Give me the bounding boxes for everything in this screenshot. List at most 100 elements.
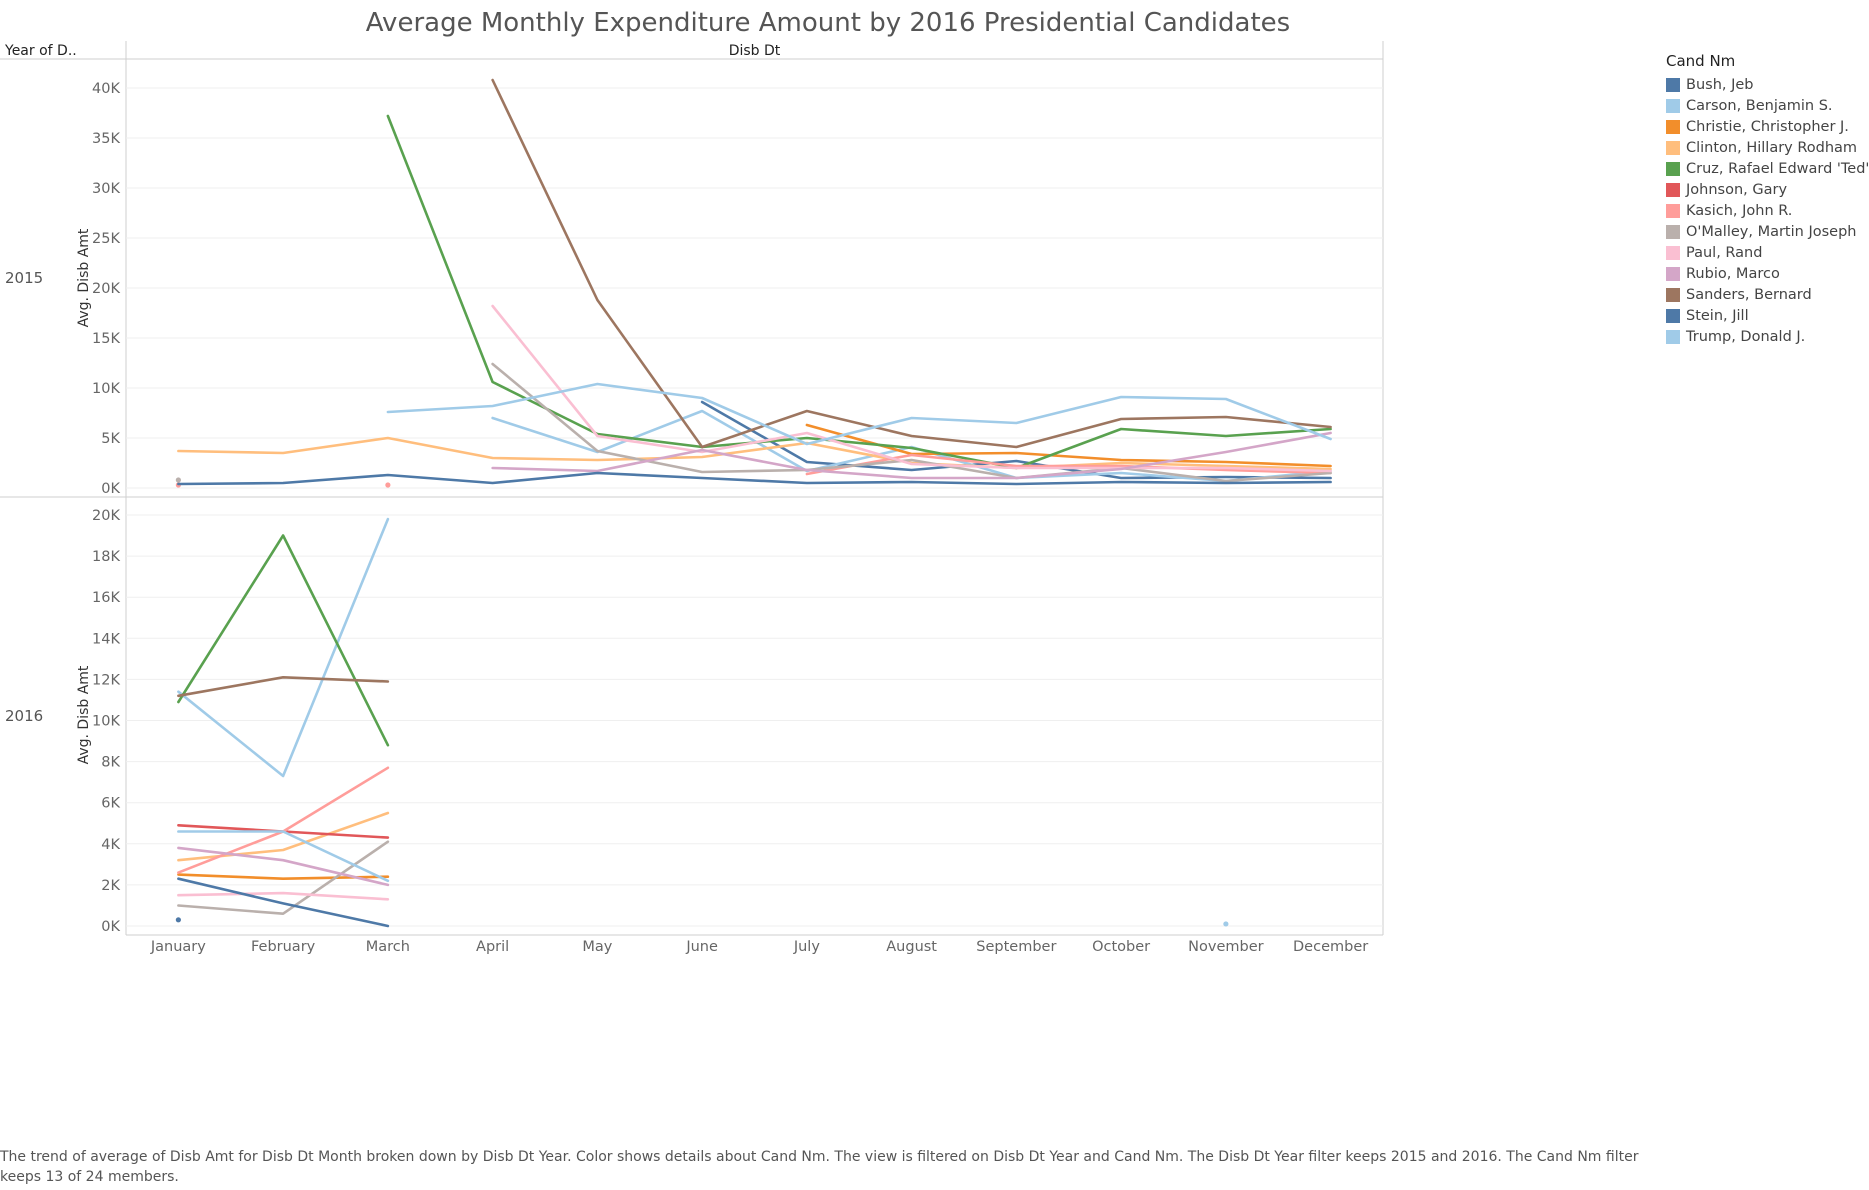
y-tick-label: 2K <box>101 878 120 894</box>
legend-item[interactable]: Carson, Benjamin S. <box>1666 95 1866 116</box>
legend-label: O'Malley, Martin Joseph <box>1686 223 1857 240</box>
legend-label: Sanders, Bernard <box>1686 286 1812 303</box>
y-tick-label: 15K <box>92 331 120 347</box>
y-tick-label: 16K <box>92 590 120 606</box>
y-tick-label: 0K <box>101 919 120 935</box>
y-tick-label: 40K <box>92 81 120 97</box>
series-christie-christopher-j <box>805 423 1332 468</box>
series-line <box>177 811 390 862</box>
series-line <box>177 830 390 883</box>
x-tick-label: July <box>793 939 820 955</box>
legend-swatch <box>1666 329 1680 344</box>
legend-item[interactable]: Cruz, Rafael Edward 'Ted' <box>1666 158 1869 179</box>
x-tick-label: October <box>1092 939 1150 955</box>
series-line <box>491 304 1332 473</box>
series-line <box>491 78 1332 449</box>
y-tick-label: 25K <box>92 231 120 247</box>
series-trump-donald-j <box>1223 921 1229 927</box>
series-line <box>491 362 1332 483</box>
series-stein-jill <box>177 471 1332 486</box>
y-tick-label: 0K <box>101 481 120 497</box>
row-header-label: Year of D.. <box>4 43 77 59</box>
legend-swatch <box>1666 266 1680 281</box>
series-stein-jill <box>177 877 390 928</box>
legend-swatch <box>1666 98 1680 113</box>
series-line <box>177 846 390 887</box>
legend-item[interactable]: Christie, Christopher J. <box>1666 116 1866 137</box>
series-line <box>386 114 1332 470</box>
series-carson-benjamin-s <box>177 517 390 778</box>
series-cruz-rafael-edward-ted <box>386 114 1332 470</box>
row-label-2015: 2015 <box>5 269 43 287</box>
legend-label: Trump, Donald J. <box>1686 328 1806 345</box>
series-line <box>177 517 390 778</box>
legend-label: Bush, Jeb <box>1686 76 1754 93</box>
legend-item[interactable]: Kasich, John R. <box>1666 200 1866 221</box>
y-axis-label: Avg. Disb Amt <box>76 228 92 327</box>
legend-item[interactable]: Johnson, Gary <box>1666 179 1866 200</box>
legend-items: Bush, Jeb Carson, Benjamin S. Christie, Ch… <box>1666 74 1869 347</box>
legend-swatch <box>1666 245 1680 260</box>
legend-label: Christie, Christopher J. <box>1686 118 1849 135</box>
series-bush-jeb <box>700 400 1332 480</box>
series-line <box>177 891 390 901</box>
y-tick-label: 20K <box>92 281 120 297</box>
data-point <box>175 917 181 923</box>
legend-item[interactable]: Clinton, Hillary Rodham <box>1666 137 1866 158</box>
legend-item[interactable]: Trump, Donald J. <box>1666 326 1866 347</box>
series-bush-jeb <box>175 917 181 923</box>
series-line <box>700 400 1332 480</box>
data-point <box>1223 921 1229 927</box>
series-line <box>177 877 390 928</box>
legend-item[interactable]: Rubio, Marco <box>1666 263 1866 284</box>
legend-item[interactable]: Sanders, Bernard <box>1666 284 1866 305</box>
x-tick-label: August <box>886 939 937 955</box>
series-line <box>177 676 390 698</box>
series-clinton-hillary-rodham <box>177 436 1332 471</box>
legend-label: Stein, Jill <box>1686 307 1749 324</box>
series-sanders-bernard <box>177 676 390 698</box>
series-line <box>177 436 1332 471</box>
legend-label: Johnson, Gary <box>1686 181 1788 198</box>
legend-swatch <box>1666 224 1680 239</box>
x-tick-label: November <box>1188 939 1263 955</box>
legend-swatch <box>1666 77 1680 92</box>
data-point <box>175 477 181 483</box>
y-tick-label: 10K <box>92 714 120 730</box>
legend-item[interactable]: O'Malley, Martin Joseph <box>1666 221 1866 242</box>
y-tick-label: 12K <box>92 672 120 688</box>
series-cruz-rafael-edward-ted <box>177 534 390 747</box>
series-clinton-hillary-rodham <box>177 811 390 862</box>
x-tick-label: May <box>582 939 612 955</box>
legend-label: Carson, Benjamin S. <box>1686 97 1833 114</box>
legend-item[interactable]: Bush, Jeb <box>1666 74 1866 95</box>
y-tick-label: 30K <box>92 181 120 197</box>
series-rubio-marco <box>177 846 390 887</box>
x-tick-label: January <box>150 939 206 955</box>
legend-label: Kasich, John R. <box>1686 202 1793 219</box>
y-tick-label: 10K <box>92 381 120 397</box>
y-tick-label: 5K <box>101 431 120 447</box>
series-line <box>177 534 390 747</box>
series-trump-donald-j <box>386 382 1332 446</box>
legend-swatch <box>1666 161 1680 176</box>
legend-label: Cruz, Rafael Edward 'Ted' <box>1686 160 1869 177</box>
series-paul-rand <box>491 304 1332 473</box>
legend: Cand Nm Bush, Jeb Carson, Benjamin S. Chri… <box>1666 52 1869 347</box>
series-line <box>386 382 1332 446</box>
x-tick-label: March <box>366 939 410 955</box>
data-point <box>385 482 391 488</box>
y-tick-label: 18K <box>92 549 120 565</box>
legend-label: Rubio, Marco <box>1686 265 1780 282</box>
series-trump-donald-j <box>177 830 390 883</box>
chart-canvas: Year of D.. Disb Dt 0K 5K 10K 15K 20K 25K 30K 35K… <box>0 41 1384 955</box>
legend-swatch <box>1666 203 1680 218</box>
legend-item[interactable]: Paul, Rand <box>1666 242 1866 263</box>
y-tick-label: 35K <box>92 131 120 147</box>
x-tick-label: April <box>476 939 509 955</box>
series-o-malley-martin-joseph <box>175 362 1332 483</box>
legend-item[interactable]: Stein, Jill <box>1666 305 1866 326</box>
series-line <box>491 431 1332 480</box>
legend-title: Cand Nm <box>1666 52 1736 70</box>
legend-swatch <box>1666 119 1680 134</box>
